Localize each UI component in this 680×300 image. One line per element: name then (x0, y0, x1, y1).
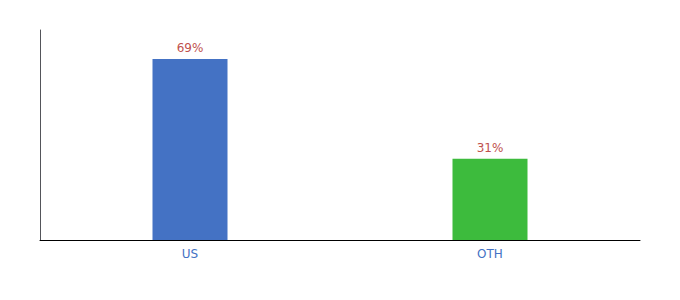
svg-text:OTH: OTH (477, 247, 503, 261)
svg-text:US: US (182, 247, 198, 261)
svg-text:69%: 69% (177, 41, 204, 55)
svg-text:31%: 31% (477, 141, 504, 155)
